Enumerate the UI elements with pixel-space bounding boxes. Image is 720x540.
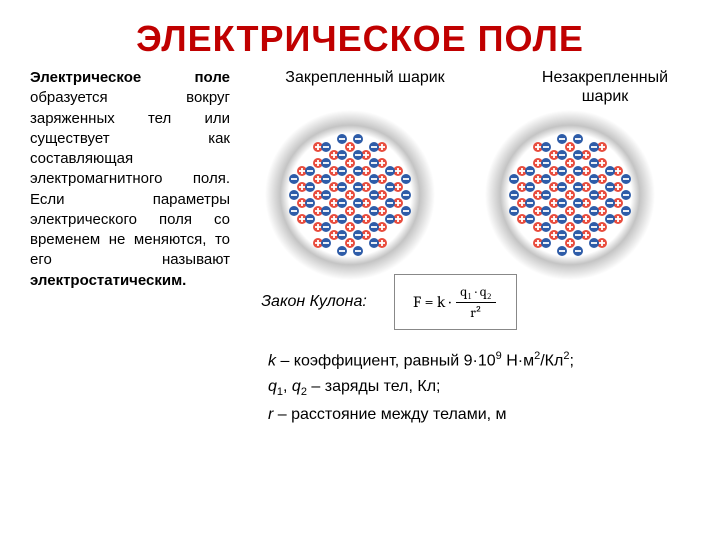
formula-den: r² [470,303,481,321]
k-u2: /Кл [540,353,563,370]
formula-lhs: F = k · [413,293,451,311]
k-var: k [268,353,276,370]
q-line: q1, q2 – заряды тел, Кл; [268,374,690,402]
r-line: r – расстояние между телами, м [268,402,690,428]
page-title: ЭЛЕКТРИЧЕСКОЕ ПОЛЕ [0,0,720,68]
ball2-label: Незакрепленный шарик [520,68,690,106]
content-area: Электрическое поле образуется вокруг зар… [0,68,720,428]
body-mid: образуется вокруг заряженных тел или сущ… [30,89,230,268]
body-bold-2: электростатическим. [30,272,186,289]
body-text: Электрическое поле образуется вокруг зар… [30,68,230,428]
q-mid: , [283,378,292,395]
formula-num: q₁ · q₂ [456,283,495,303]
ball-left [265,110,435,280]
law-row: Закон Кулона: F = k · q₁ · q₂ r² [250,274,690,330]
k-text: – коэффициент, равный 9·10 [276,353,496,370]
diagram-area: Закрепленный шарик Незакрепленный шарик … [230,68,690,428]
q-text: – заряды тел, Кл; [307,378,441,395]
r-text: – расстояние между телами, м [273,406,506,423]
k-line: k – коэффициент, равный 9·109 Н·м2/Кл2; [268,348,690,374]
variable-explain: k – коэффициент, равный 9·109 Н·м2/Кл2; … [250,348,690,427]
q2-var: q [292,378,301,395]
q1-var: q [268,378,277,395]
law-label: Закон Кулона: [254,293,374,311]
ball1-label: Закрепленный шарик [280,68,450,106]
k-end: ; [569,353,573,370]
body-bold-1: Электрическое поле [30,69,230,86]
coulomb-formula: F = k · q₁ · q₂ r² [394,274,517,330]
k-u1: Н·м [502,353,534,370]
ball-right [485,110,655,280]
